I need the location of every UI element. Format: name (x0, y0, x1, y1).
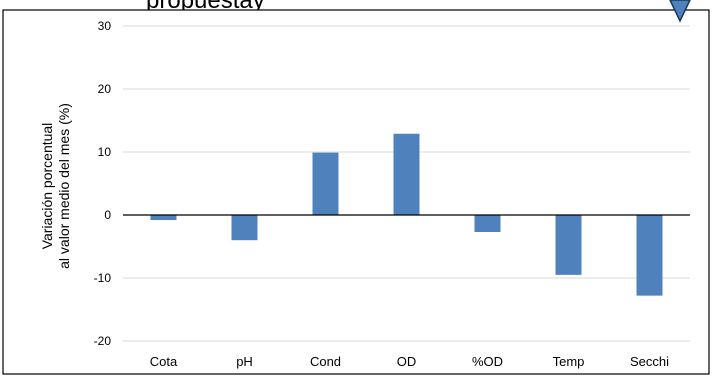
x-tick-label: Cota (150, 354, 178, 369)
y-tick-label: 20 (98, 82, 112, 96)
y-tick-label: 10 (98, 145, 112, 159)
bar-pct-od (474, 215, 501, 233)
bar-temp (555, 215, 582, 275)
x-tick-label: pH (236, 354, 253, 369)
marker-triangle-icon (669, 0, 691, 23)
x-tick-labels: Cota pH Cond OD %OD Temp Secchi (150, 354, 669, 369)
chart-border (2, 9, 710, 375)
bar-series (150, 133, 663, 296)
bar-od (393, 133, 420, 215)
y-axis-label-line-1: Variación porcentual (39, 123, 55, 250)
y-tick-label: -10 (94, 271, 112, 285)
bar-cota (150, 215, 177, 221)
y-tick-label: -20 (94, 334, 112, 348)
bar-cond (312, 152, 339, 215)
x-tick-label: %OD (472, 354, 503, 369)
x-tick-label: OD (397, 354, 417, 369)
bar-ph (231, 215, 258, 241)
y-tick-label: 30 (98, 19, 112, 33)
bar-secchi (636, 215, 663, 296)
x-tick-label: Cond (310, 354, 341, 369)
x-tick-label: Temp (553, 354, 585, 369)
y-axis-label-line-2: al valor medio del mes (%) (56, 103, 72, 269)
x-tick-label: Secchi (630, 354, 669, 369)
y-tick-label: 0 (104, 208, 111, 222)
y-tick-labels: -20 -10 0 10 20 30 (94, 19, 112, 348)
